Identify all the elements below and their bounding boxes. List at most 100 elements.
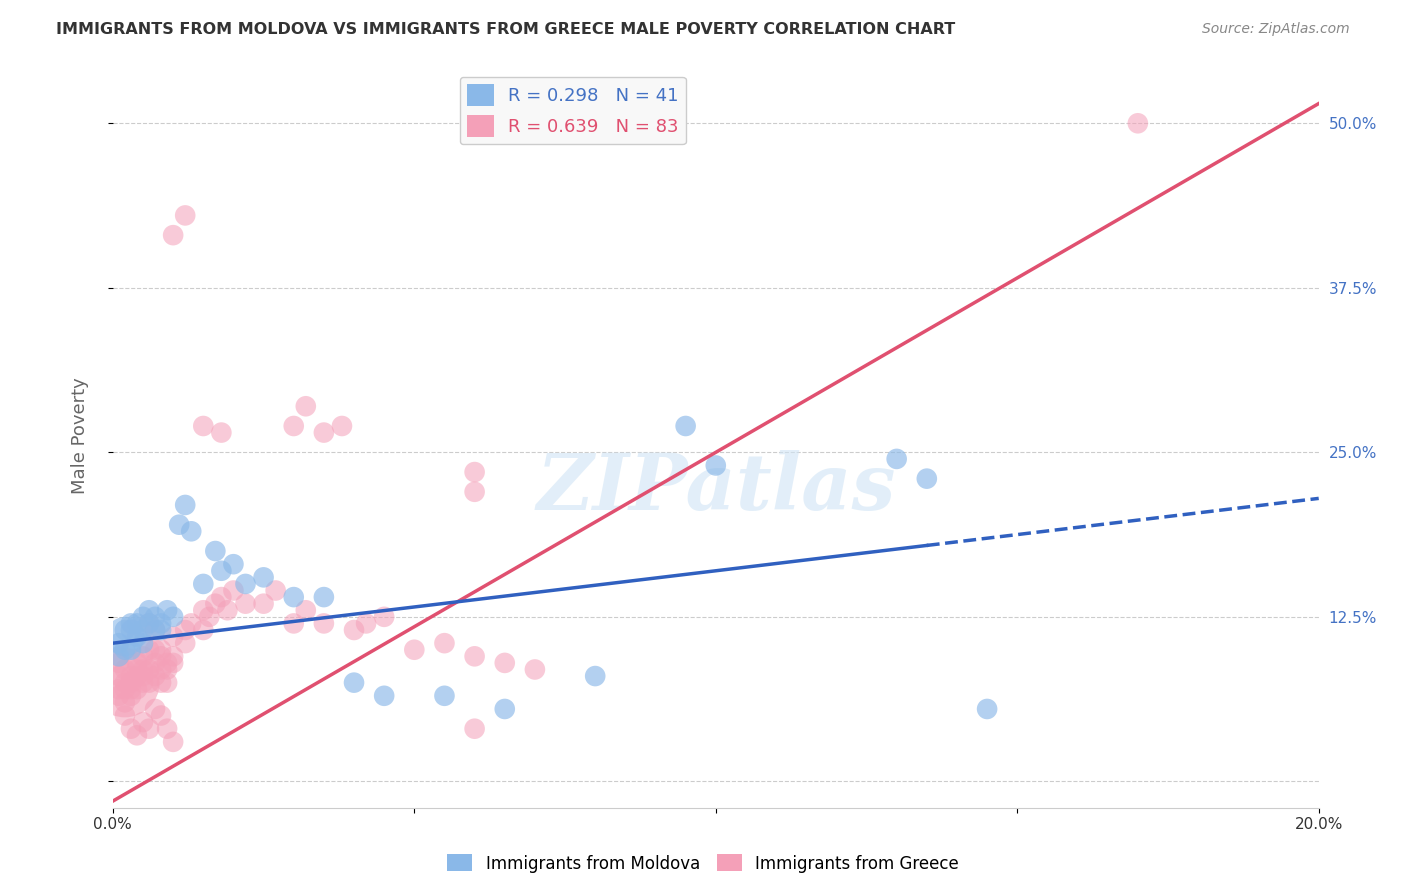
Point [373,610,395,624]
Point [125,630,148,644]
Point [343,675,366,690]
Point [167,517,190,532]
Point [114,695,136,709]
Point [312,590,335,604]
Point [150,675,173,690]
Point [150,649,173,664]
Point [114,623,136,637]
Point [312,425,335,440]
Point [193,419,215,434]
Point [108,649,131,664]
Point [150,616,173,631]
Point [283,419,305,434]
Point [143,656,166,670]
Point [108,669,131,683]
Point [138,642,160,657]
Point [150,663,173,677]
Point [138,722,160,736]
Point [150,623,173,637]
Point [312,616,335,631]
Point [283,590,305,604]
Point [222,583,245,598]
Point [132,715,155,730]
Point [132,669,155,683]
Point [494,656,516,670]
Text: ZIPatlas: ZIPatlas [536,450,896,526]
Point [217,603,239,617]
Point [138,616,160,631]
Point [132,623,155,637]
Point [294,399,316,413]
Point [252,570,274,584]
Point [132,636,155,650]
Point [976,702,998,716]
Point [174,636,197,650]
Point [193,577,215,591]
Point [132,610,155,624]
Point [114,630,136,644]
Point [404,642,426,657]
Point [204,597,226,611]
Point [886,451,908,466]
Point [583,669,606,683]
Point [204,544,226,558]
Point [138,603,160,617]
Point [114,675,136,690]
Point [162,649,184,664]
Point [125,682,148,697]
Point [125,656,148,670]
Point [138,616,160,631]
Point [433,636,456,650]
Point [283,616,305,631]
Point [464,722,486,736]
Point [120,689,142,703]
Point [143,623,166,637]
Point [120,675,142,690]
Point [209,564,232,578]
Point [252,597,274,611]
Point [125,663,148,677]
Point [114,663,136,677]
Text: IMMIGRANTS FROM MOLDOVA VS IMMIGRANTS FROM GREECE MALE POVERTY CORRELATION CHART: IMMIGRANTS FROM MOLDOVA VS IMMIGRANTS FR… [56,22,956,37]
Point [162,735,184,749]
Point [433,689,456,703]
Point [675,419,697,434]
Point [464,649,486,664]
Point [108,636,131,650]
Point [143,642,166,657]
Point [174,208,197,222]
Point [162,228,184,243]
Point [120,623,142,637]
Point [108,682,131,697]
Point [125,616,148,631]
Text: Source: ZipAtlas.com: Source: ZipAtlas.com [1202,22,1350,37]
Point [114,682,136,697]
Point [162,656,184,670]
Point [120,616,142,631]
Point [156,603,179,617]
Point [464,465,486,479]
Point [193,623,215,637]
Point [294,603,316,617]
Point [915,472,938,486]
Point [162,610,184,624]
Point [114,708,136,723]
Point [125,669,148,683]
Point [150,642,173,657]
Point [114,642,136,657]
Point [464,484,486,499]
Point [523,663,546,677]
Legend: R = 0.298   N = 41, R = 0.639   N = 83: R = 0.298 N = 41, R = 0.639 N = 83 [460,77,686,145]
Point [330,419,353,434]
Point [264,583,287,598]
Point [1126,116,1149,130]
Point [120,669,142,683]
Point [120,642,142,657]
Point [138,663,160,677]
Point [132,675,155,690]
Point [114,675,136,690]
Point [704,458,727,473]
Legend: Immigrants from Moldova, Immigrants from Greece: Immigrants from Moldova, Immigrants from… [440,847,966,880]
Point [354,616,377,631]
Point [156,675,179,690]
